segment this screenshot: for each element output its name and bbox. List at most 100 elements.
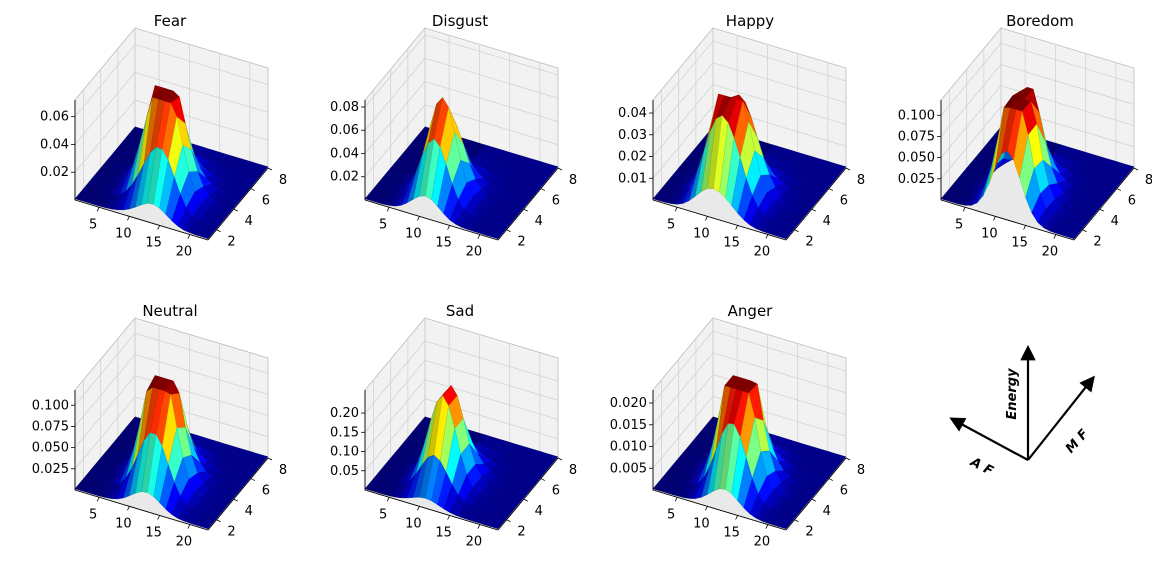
y-tick — [523, 498, 528, 502]
y-tick — [506, 229, 511, 233]
z-tick-label: 0.075 — [32, 419, 69, 434]
surface — [652, 93, 847, 240]
z-tick-label: 0.06 — [40, 110, 69, 125]
x-tick-label: 20 — [176, 245, 193, 260]
y-tick-label: 8 — [1145, 173, 1152, 188]
x-tick — [157, 515, 160, 520]
z-tick-label: 0.04 — [618, 106, 647, 121]
y-tick-label: 4 — [535, 504, 543, 519]
y-tick — [506, 519, 511, 523]
x-tick — [187, 524, 191, 529]
y-tick — [1099, 208, 1104, 212]
y-tick-label: 8 — [857, 463, 865, 478]
x-tick — [962, 207, 966, 212]
chart-panels: Fear510152024680.020.040.06Disgust510152… — [32, 12, 1152, 550]
x-tick-label: 15 — [723, 525, 740, 540]
x-axis-line — [940, 199, 1075, 241]
pane-grid — [940, 28, 1135, 190]
y-tick-label: 8 — [279, 463, 287, 478]
x-tick-label: 15 — [723, 235, 740, 250]
y-tick — [540, 188, 546, 191]
z-tick-label: 0.02 — [618, 150, 647, 165]
x-tick — [127, 216, 130, 221]
y-tick — [1133, 167, 1139, 171]
z-tick-label: 0.025 — [898, 172, 935, 187]
surface-cell — [1067, 226, 1083, 240]
energy-label: Energy — [1005, 368, 1020, 420]
x-tick — [765, 524, 769, 529]
pane-grid — [74, 318, 269, 480]
y-tick — [1116, 188, 1122, 191]
y-axis-line — [1073, 167, 1135, 241]
surface — [74, 374, 269, 530]
z-tick-label: 0.075 — [898, 129, 935, 144]
af-arrow — [949, 417, 1029, 461]
z-tick-label: 0.100 — [32, 398, 69, 413]
chart-title: Neutral — [142, 302, 197, 320]
x-tick-label: 15 — [435, 235, 452, 250]
pane-grid — [74, 28, 269, 190]
y-tick-label: 8 — [569, 173, 577, 188]
y-axis-line — [207, 167, 269, 241]
z-tick-label: 0.03 — [618, 128, 647, 143]
x-tick-label: 5 — [379, 217, 387, 232]
x-axis-line — [652, 199, 787, 241]
y-tick — [828, 188, 834, 191]
x-tick-label: 5 — [667, 217, 675, 232]
surface-cell — [201, 516, 217, 530]
pane-grid — [652, 318, 847, 480]
y-tick-label: 6 — [262, 194, 270, 209]
z-tick-label: 0.04 — [330, 146, 359, 161]
y-tick-label: 8 — [569, 463, 577, 478]
x-tick — [447, 225, 450, 230]
y-tick-label: 6 — [552, 194, 560, 209]
y-tick — [811, 498, 816, 502]
y-tick — [250, 478, 256, 481]
chart-title: Disgust — [432, 12, 488, 30]
x-tick-label: 15 — [145, 525, 162, 540]
y-tick-label: 4 — [823, 214, 831, 229]
y-tick — [250, 188, 256, 191]
y-tick — [794, 229, 799, 233]
chart-title: Happy — [726, 12, 775, 30]
y-tick-label: 4 — [245, 214, 253, 229]
y-tick-label: 2 — [517, 235, 525, 250]
y-axis-line — [207, 457, 269, 531]
chart-title: Boredom — [1006, 12, 1074, 30]
y-axis-line — [497, 457, 559, 531]
x-tick — [447, 515, 450, 520]
y-tick — [233, 208, 238, 212]
z-tick-label: 0.015 — [610, 418, 647, 433]
y-tick-label: 6 — [262, 484, 270, 499]
y-tick-label: 4 — [823, 504, 831, 519]
z-tick-label: 0.05 — [330, 464, 359, 479]
x-tick — [477, 524, 481, 529]
y-tick — [811, 208, 816, 212]
y-tick-label: 2 — [227, 525, 235, 540]
surface-cell — [779, 516, 795, 530]
y-tick — [523, 208, 528, 212]
y-tick-label: 2 — [517, 525, 525, 540]
y-tick-label: 6 — [552, 484, 560, 499]
y-tick-label: 6 — [840, 484, 848, 499]
x-tick — [1023, 225, 1026, 230]
pane-grid — [652, 28, 847, 190]
x-tick — [735, 515, 738, 520]
x-tick — [1053, 234, 1057, 239]
mf-arrow — [1027, 375, 1095, 461]
x-axis-line — [364, 489, 499, 531]
y-tick — [557, 457, 563, 461]
y-axis-line — [497, 167, 559, 241]
y-tick — [1082, 229, 1087, 233]
x-axis-line — [364, 199, 499, 241]
x-tick — [477, 234, 481, 239]
y-tick — [828, 478, 834, 481]
x-tick — [705, 216, 708, 221]
z-tick-label: 0.025 — [32, 462, 69, 477]
x-axis-line — [74, 199, 209, 241]
